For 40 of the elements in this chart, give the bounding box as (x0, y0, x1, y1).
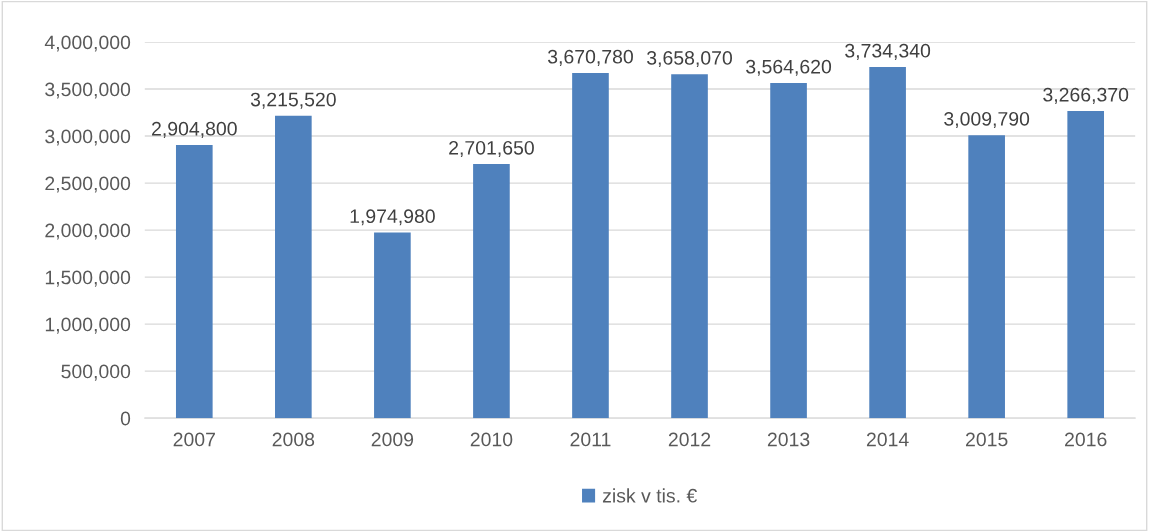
bar (473, 164, 510, 419)
y-tick-label: 1,500,000 (45, 270, 131, 287)
y-tick-label: 2,000,000 (45, 223, 131, 240)
bar (770, 82, 807, 419)
bar (572, 72, 609, 419)
x-tick-label: 2010 (470, 432, 513, 447)
bar (1067, 111, 1105, 419)
y-tick-label: 4,000,000 (44, 35, 131, 52)
bar (968, 135, 1005, 419)
data-label: 3,215,520 (250, 92, 336, 109)
data-label: 2,701,650 (449, 140, 534, 158)
x-tick-label: 2016 (1065, 432, 1107, 447)
x-tick-label: 2014 (866, 432, 909, 447)
data-label: 3,564,620 (746, 59, 832, 76)
bar (374, 232, 411, 419)
data-label: 2,904,800 (152, 121, 237, 138)
y-tick-label: 500,000 (61, 364, 131, 381)
x-tick-label: 2009 (371, 432, 414, 447)
y-tick-label: 0 (120, 411, 131, 426)
data-label: 1,974,980 (350, 209, 435, 226)
bar (275, 115, 312, 419)
x-tick-label: 2012 (668, 432, 711, 447)
bar (869, 67, 906, 419)
data-label: 3,658,070 (647, 51, 733, 68)
x-tick-label: 2011 (570, 432, 611, 447)
data-label: 3,266,370 (1043, 87, 1129, 104)
y-tick-label: 3,500,000 (45, 82, 131, 99)
bar (671, 74, 708, 419)
y-tick-label: 1,000,000 (45, 317, 131, 334)
bar (175, 145, 213, 419)
data-label: 3,734,340 (845, 43, 931, 60)
x-tick-label: 2008 (272, 432, 315, 447)
y-tick-label: 3,000,000 (45, 129, 131, 146)
x-tick-label: 2007 (173, 432, 215, 447)
x-tick-label: 2013 (767, 432, 810, 447)
y-tick-label: 2,500,000 (45, 176, 131, 193)
x-tick-label: 2015 (966, 432, 1008, 447)
legend-label: zisk v tis. € (602, 488, 697, 503)
data-label: 3,009,790 (944, 111, 1030, 129)
data-label: 3,670,780 (547, 49, 633, 66)
